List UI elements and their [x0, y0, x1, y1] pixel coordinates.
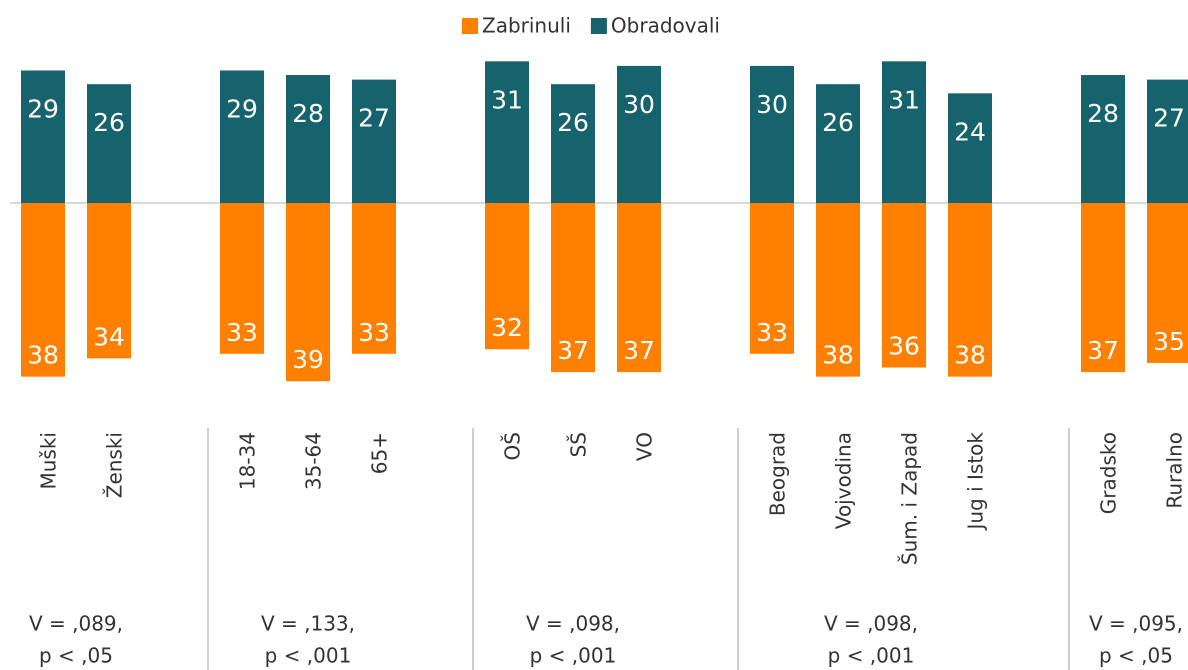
bar — [87, 203, 131, 359]
category-label: Ruralno — [1163, 432, 1187, 509]
bar — [551, 84, 595, 203]
legend-swatch — [590, 18, 607, 34]
bar — [750, 203, 794, 354]
value-label: 30 — [756, 90, 788, 119]
category-label: 35-64 — [302, 432, 326, 490]
bar — [1147, 79, 1188, 203]
bar — [485, 61, 529, 203]
value-label: 28 — [1087, 99, 1119, 128]
legend-swatch — [462, 18, 478, 34]
category-label: OŠ — [501, 432, 525, 460]
category-label: Beograd — [766, 432, 790, 516]
value-label: 37 — [623, 336, 655, 365]
bar — [1147, 203, 1188, 363]
bar — [816, 203, 860, 377]
value-label: 29 — [27, 94, 59, 123]
value-label: 31 — [888, 85, 920, 114]
value-label: 37 — [1087, 336, 1119, 365]
category-label: SŠ — [567, 432, 591, 457]
value-label: 38 — [954, 341, 986, 370]
stat-label: V = ,098, — [824, 612, 918, 636]
legend-label: Obradovali — [611, 14, 720, 38]
stat-label: p < ,001 — [828, 644, 915, 668]
value-label: 27 — [358, 104, 390, 133]
value-label: 34 — [93, 322, 125, 351]
legend-label: Zabrinuli — [482, 14, 571, 38]
stat-label: p < ,001 — [530, 644, 617, 668]
value-label: 33 — [358, 318, 390, 347]
bar — [286, 75, 330, 203]
bar — [21, 203, 65, 377]
bar — [948, 93, 992, 203]
stat-label: V = ,098, — [526, 612, 620, 636]
value-label: 28 — [292, 99, 324, 128]
bar — [948, 203, 992, 377]
value-label: 35 — [1153, 327, 1185, 356]
value-label: 38 — [27, 341, 59, 370]
stat-label: p < ,05 — [1099, 644, 1173, 668]
value-label: 31 — [491, 85, 523, 114]
bar — [286, 203, 330, 382]
bar — [220, 203, 264, 354]
stat-label: V = ,089, — [29, 612, 123, 636]
bar — [220, 70, 264, 203]
bar — [1081, 203, 1125, 373]
value-label: 33 — [756, 318, 788, 347]
value-label: 26 — [557, 108, 589, 137]
category-label: Gradsko — [1097, 432, 1121, 514]
bar — [21, 70, 65, 203]
value-label: 29 — [226, 94, 258, 123]
bar — [485, 203, 529, 350]
value-label: 39 — [292, 345, 324, 374]
bar — [352, 79, 396, 203]
value-label: 24 — [954, 117, 986, 146]
value-label: 27 — [1153, 104, 1185, 133]
value-label: 37 — [557, 336, 589, 365]
value-label: 26 — [822, 108, 854, 137]
bar — [816, 84, 860, 203]
category-label: 65+ — [368, 432, 392, 474]
value-label: 38 — [822, 341, 854, 370]
bar — [352, 203, 396, 354]
bar — [1081, 75, 1125, 203]
bar — [617, 203, 661, 373]
category-label: Jug i Istok — [964, 432, 988, 532]
stat-label: V = ,133, — [261, 612, 355, 636]
bar — [617, 65, 661, 204]
bar — [551, 203, 595, 373]
category-label: 18-34 — [236, 432, 260, 490]
stat-label: p < ,05 — [39, 644, 113, 668]
value-label: 33 — [226, 318, 258, 347]
bar — [882, 203, 926, 368]
value-label: 30 — [623, 90, 655, 119]
stat-label: p < ,001 — [265, 644, 352, 668]
value-label: 26 — [93, 108, 125, 137]
bar — [87, 84, 131, 203]
category-label: Šum. i Zapad — [898, 432, 922, 565]
stat-label: V = ,095, — [1089, 612, 1183, 636]
bar — [750, 65, 794, 204]
value-label: 36 — [888, 332, 920, 361]
category-label: Vojvodina — [832, 432, 856, 529]
value-label: 32 — [491, 313, 523, 342]
bar — [882, 61, 926, 203]
category-label: Ženski — [103, 432, 127, 498]
category-label: VO — [633, 432, 657, 461]
category-label: Muški — [37, 432, 61, 490]
